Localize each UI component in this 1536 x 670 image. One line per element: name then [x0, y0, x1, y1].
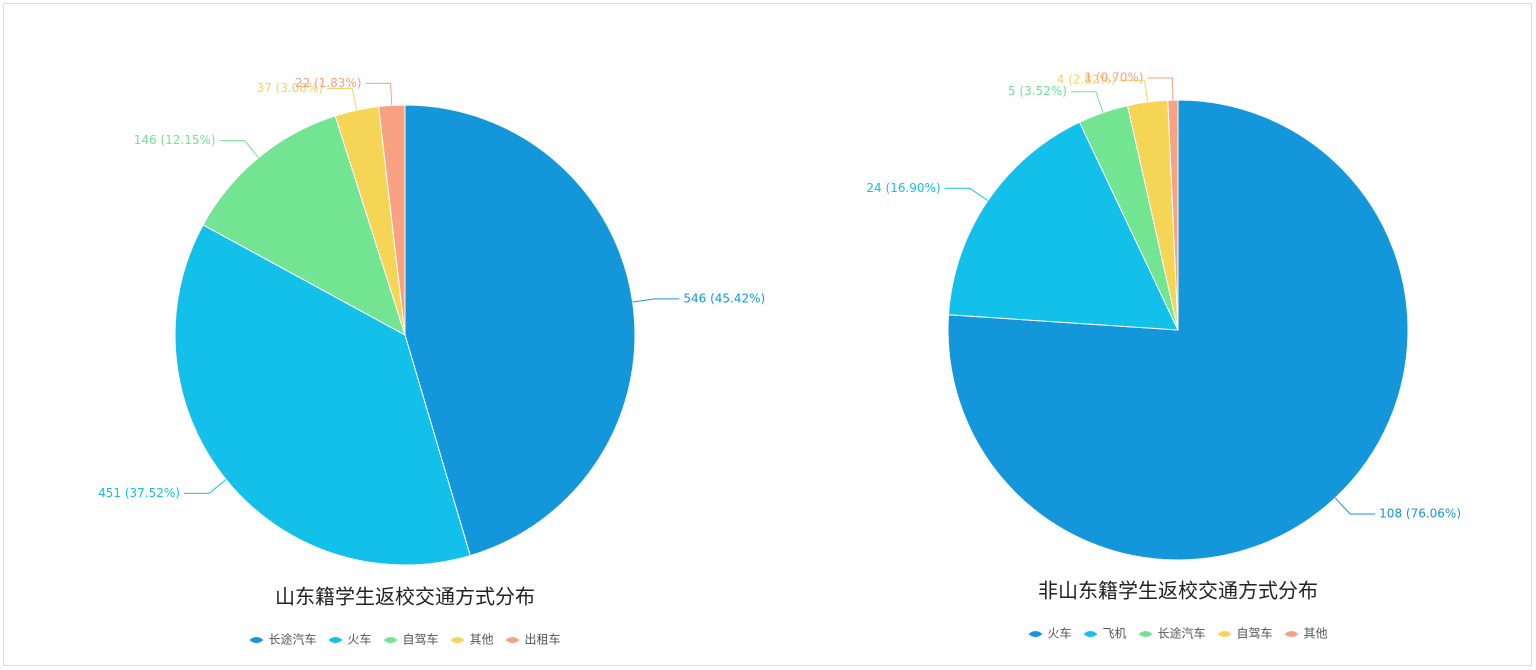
data-label: 22 (1.83%) [295, 76, 362, 90]
legend-label: 自驾车 [402, 632, 438, 647]
leader-line [219, 140, 259, 158]
legend-icon [1028, 631, 1043, 637]
data-label: 108 (76.06%) [1379, 507, 1461, 521]
legend-label: 其他 [1304, 627, 1328, 641]
data-label: 451 (37.52%) [98, 486, 180, 500]
legend-label: 飞机 [1102, 627, 1126, 641]
legend-icon [450, 637, 465, 643]
legend-icon [1083, 631, 1098, 637]
legend-icon [1284, 631, 1299, 637]
chart-title: 山东籍学生返校交通方式分布 [275, 585, 535, 609]
data-label: 1 (0.70%) [1084, 71, 1143, 85]
legend-label: 出租车 [525, 632, 561, 647]
leader-line [1334, 497, 1376, 515]
chart-title: 非山东籍学生返校交通方式分布 [1038, 579, 1318, 603]
legend-icon [383, 637, 398, 643]
legend-icon [249, 637, 264, 643]
legend-label: 火车 [1047, 626, 1071, 641]
legend-label: 火车 [347, 632, 371, 647]
legend-icon [1138, 631, 1153, 637]
leader-line [365, 82, 393, 106]
leader-line [632, 298, 680, 303]
legend-label: 长途汽车 [1157, 626, 1205, 641]
leader-line [327, 88, 358, 111]
pie-slice [947, 99, 1409, 561]
leader-line [183, 479, 227, 494]
legend-icon [1217, 631, 1232, 637]
data-label: 546 (45.42%) [683, 291, 765, 305]
leader-line [944, 187, 989, 202]
legend-icon [328, 637, 343, 643]
legend-label: 长途汽车 [268, 632, 316, 647]
data-label: 4 (2.82%) [1057, 73, 1116, 87]
pie-slice [1167, 99, 1179, 331]
leader-line [1119, 79, 1149, 103]
data-label: 5 (3.52%) [1008, 84, 1067, 98]
data-label: 37 (3.08%) [256, 81, 323, 95]
legend-label: 其他 [470, 633, 494, 647]
data-label: 24 (16.90%) [866, 181, 940, 195]
pie-slice [174, 224, 471, 566]
legend-label: 自驾车 [1237, 626, 1273, 641]
leader-line [1070, 91, 1104, 113]
leader-line [1147, 77, 1174, 101]
legend-icon [505, 637, 520, 643]
data-label: 146 (12.15%) [134, 133, 216, 147]
